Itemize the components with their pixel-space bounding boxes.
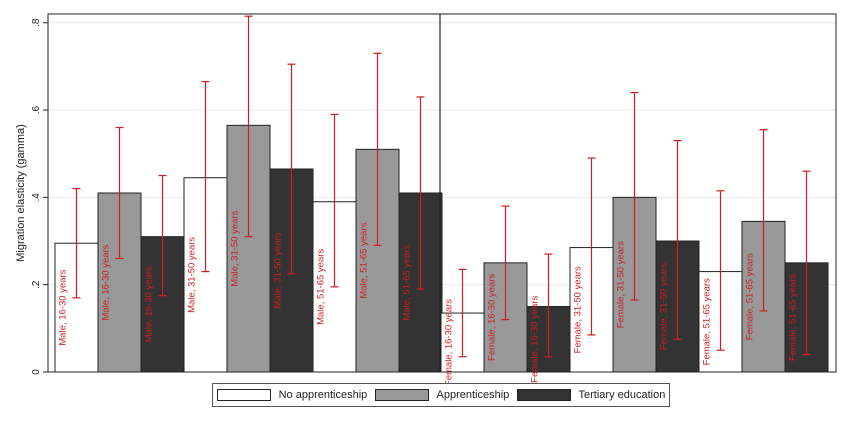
legend-label: Apprenticeship <box>436 389 510 401</box>
bar-label: Male, 31-50 years <box>187 237 198 313</box>
legend-item-apprenticeship: Apprenticeship <box>374 389 510 401</box>
legend-label: Tertiary education <box>578 389 666 401</box>
legend-label: No apprenticeship <box>278 389 368 401</box>
legend-swatch <box>516 389 571 401</box>
legend: No apprenticeship Apprenticeship Tertiar… <box>212 383 670 407</box>
bar-label: Female, 16-30 years <box>530 295 541 382</box>
bar-label: Female, 16-30 years <box>487 274 498 361</box>
bar-label: Female, 51-65 years <box>788 274 799 361</box>
bar-label: Male, 51-65 years <box>402 244 413 320</box>
y-tick-label: .8 <box>31 18 42 27</box>
bar-label: Male, 51-65 years <box>316 249 327 325</box>
error-bars <box>72 15 811 358</box>
bar-label: Male, 31-50 years <box>230 210 241 286</box>
y-axis-title: Migration elasticity (gamma) <box>15 124 27 262</box>
plot-frame <box>47 13 837 373</box>
legend-item-tertiary-education: Tertiary education <box>516 389 666 401</box>
legend-swatch <box>216 389 271 401</box>
y-tick-label: .4 <box>31 193 42 202</box>
bar-label: Female, 51-65 years <box>745 253 756 340</box>
y-tick-label: 0 <box>31 369 42 375</box>
bar-label: Female, 31-50 years <box>573 266 584 353</box>
bar-labels: Male, 16-30 years Male, 16-30 years Male, … <box>58 210 799 386</box>
legend-swatch <box>374 389 429 401</box>
y-tick-label: .6 <box>31 105 42 114</box>
legend-item-no-apprenticeship: No apprenticeship <box>216 389 368 401</box>
bar-label: Female, 16-30 years <box>444 299 455 386</box>
bar-label: Female, 31-50 years <box>616 241 627 328</box>
bar-label: Female, 31-50 years <box>659 263 670 350</box>
y-tick-label: .2 <box>31 280 42 289</box>
bar-label: Male, 51-65 years <box>359 222 370 298</box>
bar-label: Male, 16-30 years <box>58 269 69 345</box>
bar-label: Male, 16-30 years <box>144 266 155 342</box>
bar-label: Female, 51-65 years <box>702 278 713 365</box>
bar-label: Male, 16-30 years <box>101 244 112 320</box>
bar-label: Male, 31-50 years <box>273 232 284 308</box>
y-axis: 0 .2 .4 .6 .8 <box>31 18 48 375</box>
